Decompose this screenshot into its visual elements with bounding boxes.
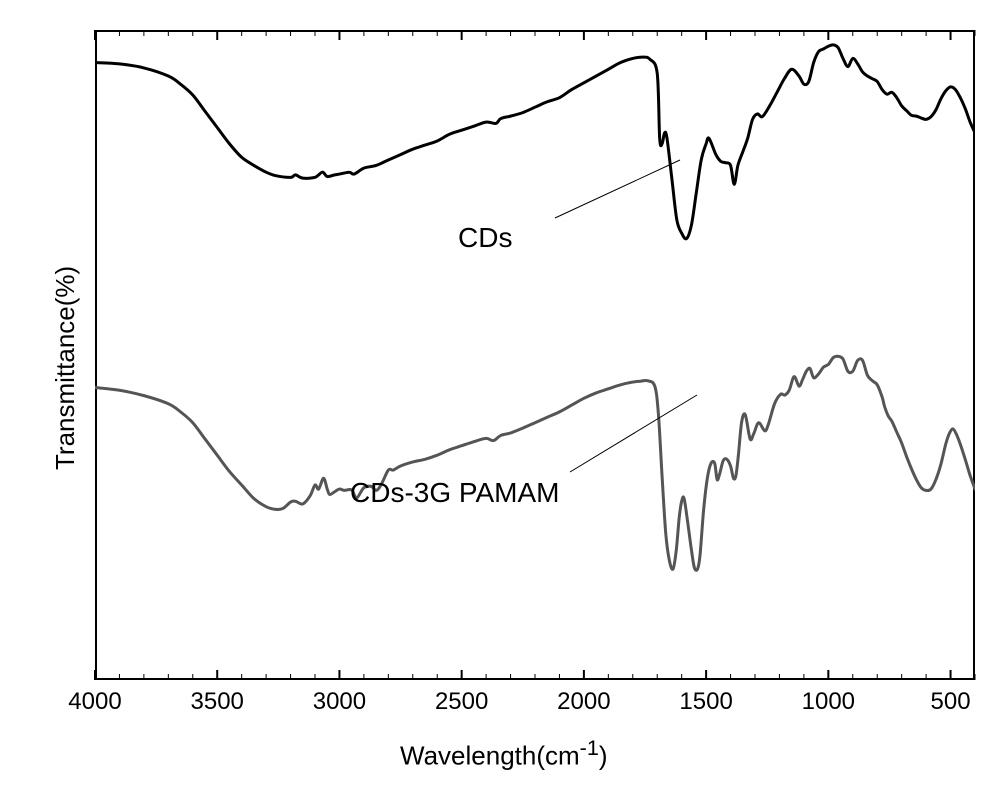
- ftir-chart: Transmittance(%) Wavelength(cm-1) 4000 35…: [0, 0, 1000, 787]
- x-tick-label: 3000: [309, 688, 369, 716]
- y-axis-label: Transmittance(%): [50, 266, 81, 470]
- series-label-cds-3g-pamam: CDs-3G PAMAM: [350, 477, 560, 509]
- series-label-cds-3g-pamam-text: CDs-3G PAMAM: [350, 477, 560, 508]
- spectrum-line-cds: [95, 45, 975, 239]
- x-tick-label: 2500: [432, 688, 492, 716]
- x-tick-label: 1000: [798, 688, 858, 716]
- series-label-cds: CDs: [458, 222, 512, 254]
- chart-svg: [0, 0, 1000, 787]
- x-axis-label: Wavelength(cm-1): [400, 735, 608, 772]
- x-axis-label-text: Wavelength(cm: [400, 741, 580, 771]
- x-tick-label: 500: [921, 688, 981, 716]
- x-tick-label: 4000: [65, 688, 125, 716]
- x-axis-label-super: -1: [580, 735, 599, 760]
- x-axis-label-suffix: ): [599, 741, 608, 771]
- x-tick-label: 2000: [554, 688, 614, 716]
- y-axis-label-text: Transmittance(%): [50, 266, 80, 470]
- series-label-cds-text: CDs: [458, 222, 512, 253]
- x-tick-label: 3500: [187, 688, 247, 716]
- spectrum-line-cds-3g-pamam: [95, 356, 975, 570]
- x-tick-label: 1500: [676, 688, 736, 716]
